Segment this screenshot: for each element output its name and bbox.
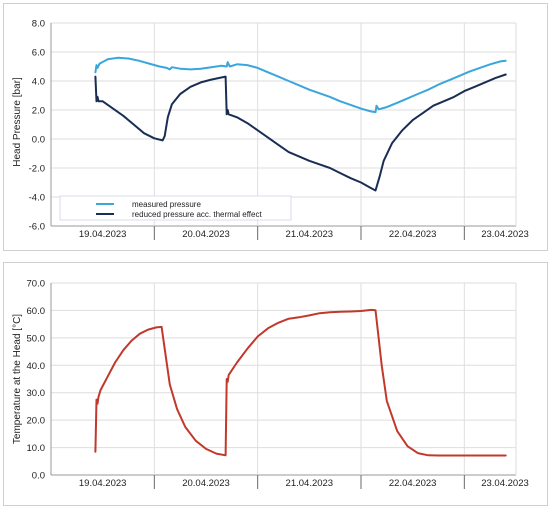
temperature-y-tick-label: 40.0 <box>27 361 46 372</box>
temperature-x-ticks: 19.04.2023 20.04.2023 21.04.2023 22.04.2023… <box>79 475 529 489</box>
temperature-x-tick-label: 20.04.2023 <box>182 478 230 489</box>
pressure-y-tick-label: -4.0 <box>29 193 45 204</box>
pressure-x-tick-label: 20.04.2023 <box>182 229 230 240</box>
temperature-y-tick-label: 30.0 <box>27 388 46 399</box>
temperature-x-tick-label: 22.04.2023 <box>389 478 437 489</box>
pressure-x-tick-label: 19.04.2023 <box>79 229 127 240</box>
temperature-y-tick-label: 70.0 <box>27 279 46 290</box>
temperature-y-tick-label: 20.0 <box>27 416 46 427</box>
pressure-y-tick-label: 0.0 <box>32 135 45 146</box>
pressure-series-line-1 <box>94 73 507 192</box>
temperature-x-tick-label: 23.04.2023 <box>481 478 529 489</box>
pressure-chart: 8.0 6.0 4.0 2.0 0.0 -2.0 -4.0 -6.0 19.04.2023 20… <box>12 19 529 240</box>
pressure-series <box>94 56 507 192</box>
legend-label-measured: measured pressure <box>132 200 201 209</box>
temperature-series <box>94 308 507 457</box>
pressure-y-tick-label: 2.0 <box>32 106 45 117</box>
pressure-chart-panel: 8.0 6.0 4.0 2.0 0.0 -2.0 -4.0 -6.0 19.04.2023 20… <box>3 3 548 251</box>
pressure-x-tick-label: 23.04.2023 <box>481 229 529 240</box>
legend-box <box>59 195 292 221</box>
pressure-y-tick-label: -6.0 <box>29 222 45 233</box>
temperature-chart: 70.0 60.0 50.0 40.0 30.0 20.0 10.0 0.0 19.04.20… <box>12 279 529 489</box>
temperature-y-tick-label: 60.0 <box>27 306 46 317</box>
temperature-y-axis-title: Temperature at the Head [°C] <box>12 314 23 444</box>
pressure-y-tick-label: 8.0 <box>32 19 45 30</box>
temperature-y-tick-label: 50.0 <box>27 333 46 344</box>
temperature-chart-panel: 70.0 60.0 50.0 40.0 30.0 20.0 10.0 0.0 19.04.20… <box>3 262 548 506</box>
temperature-series-line-0 <box>94 308 507 457</box>
temperature-y-tick-label: 0.0 <box>32 471 45 482</box>
pressure-x-tick-label: 22.04.2023 <box>389 229 437 240</box>
temperature-grid <box>50 282 517 476</box>
legend-label-reduced: reduced pressure acc. thermal effect <box>132 210 262 219</box>
temperature-x-tick-label: 21.04.2023 <box>286 478 334 489</box>
pressure-y-ticks: 8.0 6.0 4.0 2.0 0.0 -2.0 -4.0 -6.0 <box>29 19 45 233</box>
temperature-x-tick-label: 19.04.2023 <box>79 478 127 489</box>
pressure-series-line-0 <box>94 56 507 114</box>
pressure-grid <box>50 22 517 227</box>
pressure-y-tick-label: 4.0 <box>32 77 45 88</box>
temperature-y-ticks: 70.0 60.0 50.0 40.0 30.0 20.0 10.0 0.0 <box>27 279 46 482</box>
pressure-x-tick-label: 21.04.2023 <box>286 229 334 240</box>
pressure-y-axis-title: Head Pressure [bar] <box>12 77 23 167</box>
temperature-y-tick-label: 10.0 <box>27 443 46 454</box>
pressure-y-tick-label: -2.0 <box>29 164 45 175</box>
pressure-legend: measured pressure reduced pressure acc. … <box>59 195 292 221</box>
pressure-x-ticks: 19.04.2023 20.04.2023 21.04.2023 22.04.2023… <box>79 226 529 240</box>
pressure-y-tick-label: 6.0 <box>32 48 45 59</box>
